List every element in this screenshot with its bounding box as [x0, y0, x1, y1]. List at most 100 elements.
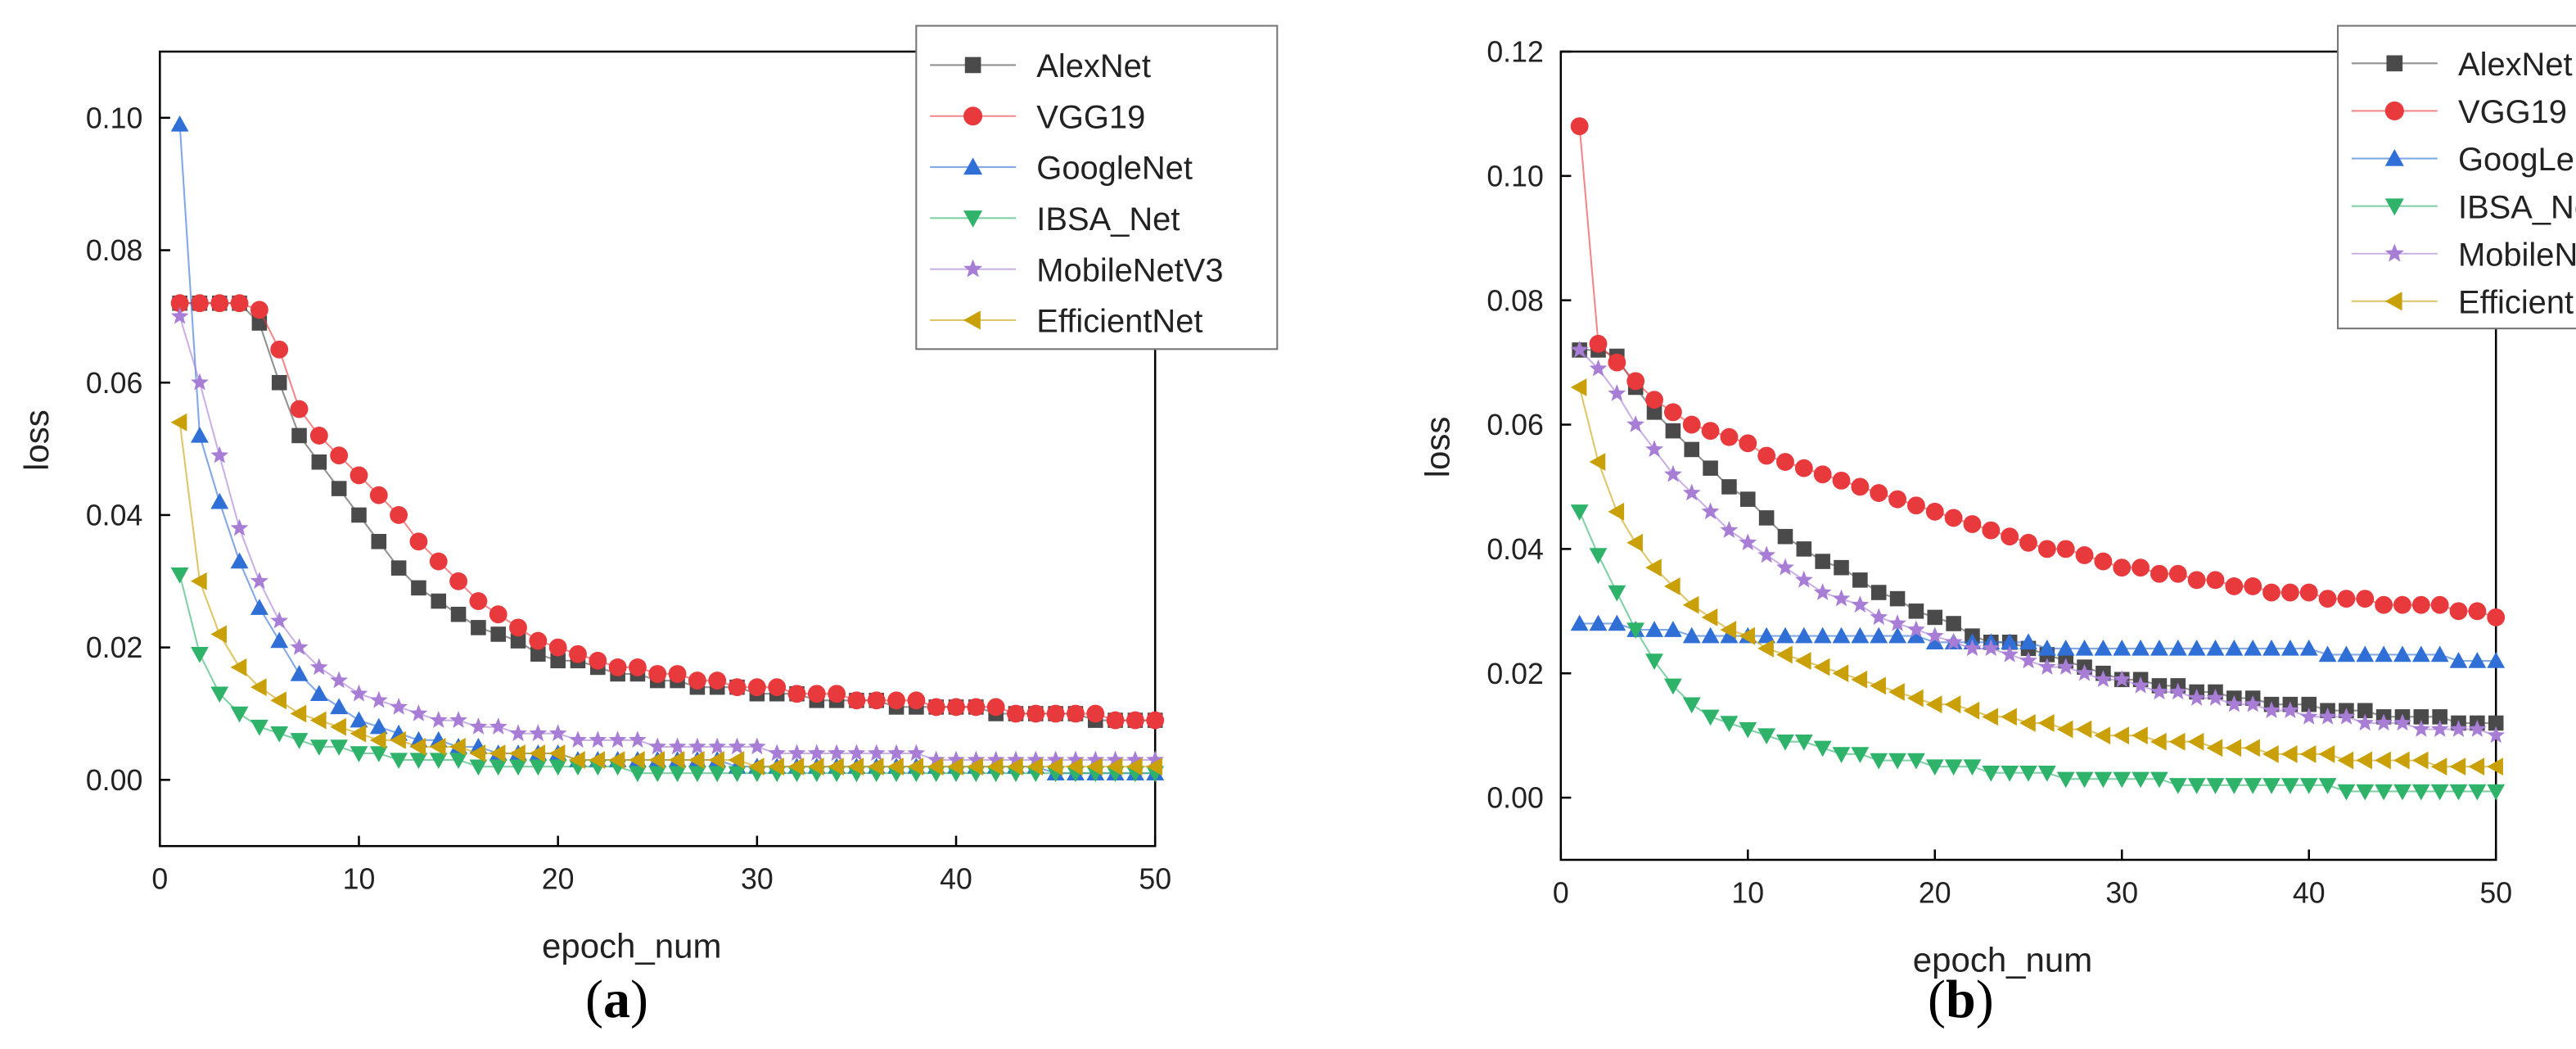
- data-point: [509, 759, 527, 776]
- data-point: [1589, 548, 1608, 564]
- data-point: [867, 757, 884, 776]
- data-point: [2299, 778, 2318, 794]
- data-point: [787, 757, 805, 776]
- data-point: [2244, 778, 2262, 794]
- data-point: [1946, 616, 1961, 631]
- data-point: [290, 704, 307, 723]
- data-point: [2430, 720, 2449, 737]
- data-point: [2150, 682, 2168, 700]
- y-tick-label: 0.02: [1487, 658, 1543, 690]
- panel-label-b: (b): [1928, 970, 1994, 1029]
- data-point: [1832, 626, 1851, 644]
- legend-label: MobileNetV3: [2458, 237, 2576, 273]
- data-point: [270, 631, 289, 649]
- data-point: [369, 730, 386, 749]
- data-point: [290, 400, 309, 418]
- data-point: [2187, 571, 2206, 590]
- data-point: [828, 757, 844, 776]
- data-point: [2468, 652, 2487, 668]
- data-point: [530, 646, 546, 662]
- data-point: [548, 759, 567, 776]
- data-point: [250, 572, 268, 590]
- data-point: [489, 717, 508, 735]
- data-point: [708, 751, 724, 770]
- data-point: [250, 719, 268, 736]
- data-point: [1720, 626, 1739, 644]
- data-point: [409, 738, 426, 756]
- data-point: [986, 757, 1004, 776]
- data-point: [1813, 465, 1832, 484]
- data-point: [2206, 639, 2225, 656]
- data-point: [170, 115, 189, 132]
- data-point: [2281, 745, 2298, 763]
- data-point: [907, 744, 926, 762]
- data-point: [1870, 676, 1886, 695]
- x-tick-label: 10: [343, 863, 376, 896]
- data-point: [2001, 644, 2019, 662]
- data-point: [947, 757, 963, 776]
- legend-label: MobileNetV3: [1036, 252, 1223, 288]
- data-point: [1626, 415, 1645, 432]
- plot-frame: [1559, 50, 2497, 861]
- data-point: [2037, 714, 2055, 732]
- chart-a: 0.00 0.02 0.04 0.06 0.08 0.10 0 10 20 30 40 50 epoch…: [17, 25, 1279, 965]
- data-point: [608, 730, 627, 748]
- data-point: [2037, 658, 2056, 675]
- data-point: [309, 658, 328, 676]
- data-point: [431, 593, 447, 609]
- data-point: [608, 751, 625, 770]
- data-point: [569, 751, 585, 770]
- data-point: [2375, 713, 2393, 731]
- data-point: [2244, 577, 2262, 595]
- data-point: [2411, 720, 2430, 737]
- data-point: [350, 746, 368, 762]
- data-point: [2393, 595, 2411, 614]
- data-point: [1870, 484, 1888, 502]
- data-point: [2094, 552, 2113, 571]
- data-point: [1906, 689, 1924, 708]
- data-point: [230, 706, 249, 723]
- y-tick-label: 0.04: [86, 500, 142, 532]
- x-tick-label: 30: [2105, 877, 2138, 910]
- x-tick-label: 50: [2479, 877, 2512, 910]
- legend-label: GoogLeNet: [2458, 142, 2576, 178]
- data-point: [2411, 645, 2430, 662]
- data-point: [2075, 720, 2092, 739]
- data-point: [330, 671, 349, 689]
- data-point: [2281, 701, 2299, 718]
- data-point: [1870, 608, 1888, 626]
- data-point: [1925, 633, 1944, 650]
- data-point: [1589, 359, 1608, 377]
- data-point: [2206, 571, 2225, 590]
- data-point: [1007, 704, 1025, 723]
- data-point: [2187, 732, 2204, 751]
- data-point: [290, 638, 309, 655]
- x-tick-label: 40: [2293, 877, 2326, 910]
- legend: AlexNet VGG19 GoogLeNet IBSA_Net MobileNetV3…: [2336, 25, 2576, 330]
- y-tick-label: 0.00: [86, 764, 142, 797]
- x-tick-label: 30: [741, 863, 774, 896]
- data-point: [309, 427, 328, 445]
- data-point: [270, 340, 289, 359]
- legend-marker: [963, 210, 983, 228]
- data-point: [170, 567, 189, 584]
- data-point: [2318, 778, 2337, 794]
- data-point: [1813, 583, 1832, 600]
- data-point: [2113, 670, 2132, 688]
- data-point: [1870, 585, 1887, 600]
- data-point: [2244, 639, 2262, 656]
- data-point: [1888, 614, 1906, 631]
- data-point: [847, 691, 866, 710]
- data-point: [2168, 639, 2187, 656]
- data-point: [230, 552, 249, 569]
- data-point: [807, 685, 826, 703]
- data-point: [708, 671, 727, 690]
- data-point: [1906, 626, 1925, 644]
- data-point: [291, 427, 307, 444]
- legend-label: IBSA_Net: [1036, 201, 1180, 237]
- data-point: [2430, 595, 2449, 614]
- data-point: [371, 534, 387, 549]
- data-point: [2019, 765, 2037, 782]
- data-point: [489, 605, 508, 624]
- data-point: [1982, 708, 1999, 726]
